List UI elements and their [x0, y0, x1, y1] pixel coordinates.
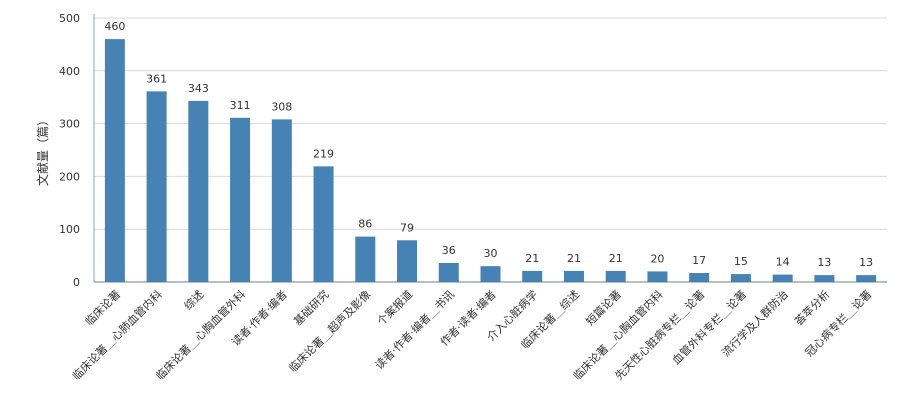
y-tick-label: 100 [59, 223, 80, 236]
x-tick-label: 综述 [181, 287, 206, 312]
bar [563, 270, 584, 282]
bar [689, 273, 710, 282]
bar [814, 275, 835, 282]
data-label: 15 [734, 255, 748, 268]
data-label: 17 [692, 254, 706, 267]
bar [438, 262, 459, 282]
data-label: 30 [484, 247, 498, 260]
bar [146, 91, 167, 282]
y-axis: 0 100 200 300 400 500 [59, 12, 95, 289]
bar [230, 117, 251, 283]
data-label: 343 [188, 82, 209, 95]
data-label: 13 [817, 256, 831, 269]
data-label: 20 [650, 252, 664, 265]
y-tick-label: 500 [59, 12, 80, 25]
bar [104, 39, 125, 283]
y-tick-label: 200 [59, 170, 80, 183]
grid-lines [94, 17, 887, 230]
bar [772, 274, 793, 282]
data-label: 36 [442, 244, 456, 257]
data-label: 21 [567, 252, 581, 265]
data-labels: 460 361 343 311 308 219 86 79 36 30 21 21 21 20 17 15 14… [104, 20, 873, 269]
data-label: 460 [104, 20, 125, 33]
y-tick-label: 400 [59, 65, 80, 78]
data-label: 86 [358, 218, 372, 231]
x-tick-label: 基础研究 [291, 287, 332, 328]
bar [397, 240, 418, 282]
x-tick-label: 个案报道 [374, 287, 415, 328]
y-tick-label: 0 [73, 276, 80, 289]
data-label: 308 [271, 100, 292, 113]
data-label: 21 [525, 252, 539, 265]
bar [480, 266, 501, 282]
data-label: 219 [313, 147, 334, 160]
bar [856, 275, 877, 282]
bar-series [104, 39, 877, 283]
x-tick-label: 临床论著 [82, 287, 123, 328]
y-axis-label: 文献量（篇） [35, 114, 50, 186]
bar [271, 119, 292, 282]
x-tick-label: 短篇论著 [583, 287, 624, 328]
x-tick-label: 血管外科专栏＿论著 [669, 287, 749, 367]
x-tick-label: 临床论著＿超声及影像 [286, 287, 374, 375]
bar [188, 100, 209, 282]
bar [522, 270, 543, 282]
data-label: 13 [859, 256, 873, 269]
data-label: 361 [146, 72, 167, 85]
bar [355, 236, 376, 282]
data-label: 21 [609, 252, 623, 265]
data-label: 14 [776, 256, 790, 269]
data-label: 79 [400, 221, 414, 234]
data-label: 311 [230, 99, 251, 112]
y-tick-label: 300 [59, 118, 80, 131]
bar [730, 274, 751, 282]
x-tick-label: 读者·作者·编者＿书讯 [372, 287, 457, 372]
bar [605, 270, 626, 282]
bar [647, 271, 668, 282]
bar [313, 166, 334, 282]
x-tick-label: 荟萃分析 [792, 287, 833, 328]
